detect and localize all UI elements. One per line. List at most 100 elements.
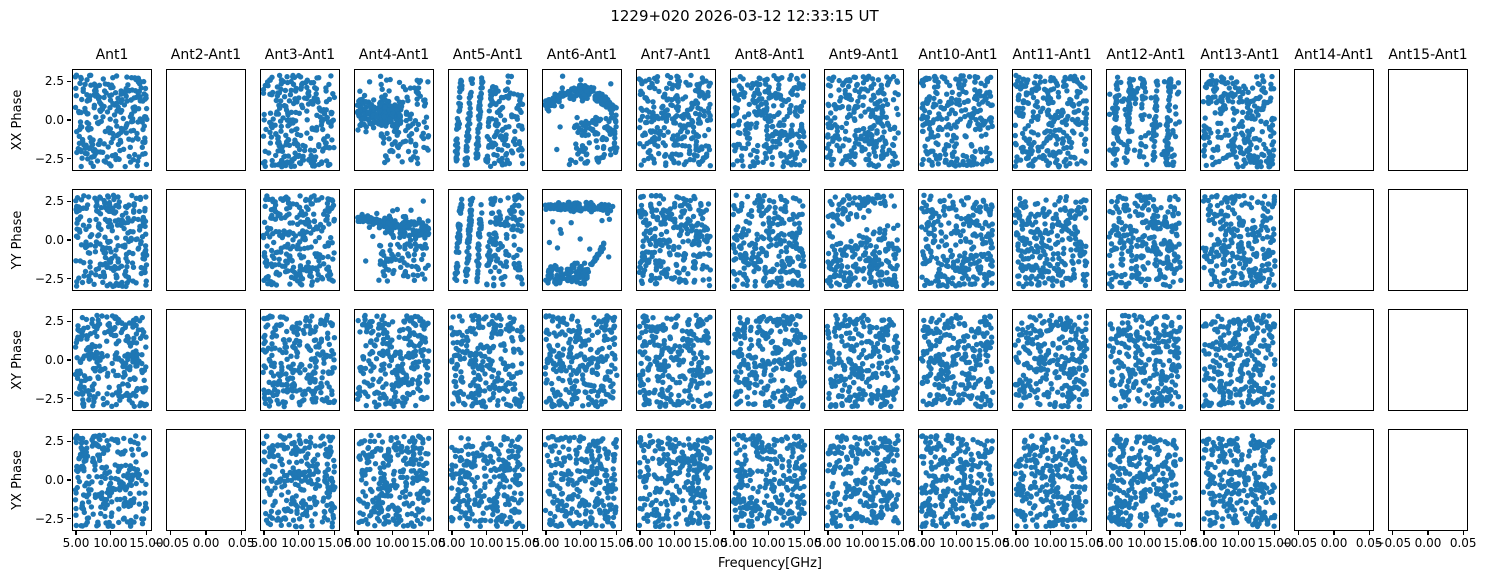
x-tick-mark [109, 531, 111, 535]
y-tick-mark [67, 359, 71, 361]
x-axis-label: Frequency[GHz] [718, 556, 822, 571]
panel-xx-phase-ant9-ant1 [824, 69, 904, 171]
x-tick-mark [861, 531, 863, 535]
panel-xx-phase-ant13-ant1 [1200, 69, 1280, 171]
x-tick-label: 10.00 [657, 536, 692, 550]
x-tick-mark [709, 531, 711, 535]
panel-xx-phase-ant12-ant1 [1106, 69, 1186, 171]
y-tick-mark [67, 440, 71, 442]
x-tick-label: 10.00 [939, 536, 974, 550]
panel-yy-phase-ant5-ant1 [448, 189, 528, 291]
x-tick-label: 15.00 [599, 536, 634, 550]
panel-xx-phase-ant8-ant1 [730, 69, 810, 171]
x-tick-label: 5.00 [626, 536, 654, 550]
scatter-points [355, 73, 432, 167]
x-tick-mark [955, 531, 957, 535]
row-label-xx-phase: XX Phase [10, 89, 25, 151]
x-tick-label: 10.00 [845, 536, 880, 550]
x-tick-mark [521, 531, 523, 535]
scatter-points [261, 312, 338, 410]
scatter-points [637, 192, 713, 289]
column-header-ant1: Ant1 [95, 47, 129, 63]
x-tick-mark [263, 531, 265, 535]
x-tick-label: 10.00 [563, 536, 598, 550]
scatter-points [825, 192, 902, 290]
x-tick-label: 5.00 [908, 536, 936, 550]
x-tick-mark [1427, 531, 1429, 535]
x-tick-mark [485, 531, 487, 535]
y-tick-mark [67, 80, 71, 82]
panel-xy-phase-ant5-ant1 [448, 309, 528, 411]
panel-xx-phase-ant7-ant1 [636, 69, 716, 171]
scatter-points [1201, 433, 1278, 530]
x-tick-mark [733, 531, 735, 535]
panel-yx-phase-ant2-ant1 [166, 429, 246, 531]
panel-xy-phase-ant9-ant1 [824, 309, 904, 411]
x-tick-label: 5.00 [1002, 536, 1030, 550]
x-tick-label: 0.00 [1414, 536, 1442, 550]
y-tick-label: −2.5 [34, 511, 64, 526]
y-tick-mark [67, 119, 71, 121]
y-tick-mark [67, 518, 71, 520]
panel-yx-phase-ant6-ant1 [542, 429, 622, 531]
panel-yy-phase-ant3-ant1 [260, 189, 340, 291]
row-label-xy-phase: XY Phase [10, 330, 25, 390]
scatter-points [919, 312, 996, 410]
column-header-ant15-ant1: Ant15-Ant1 [1388, 47, 1468, 63]
panel-yx-phase-ant11-ant1 [1012, 429, 1092, 531]
panel-xx-phase-ant5-ant1 [448, 69, 528, 171]
x-tick-label: 0.00 [1320, 536, 1348, 550]
y-tick-label: −2.5 [34, 391, 64, 406]
panel-yx-phase-ant10-ant1 [918, 429, 998, 531]
x-tick-label: 15.00 [975, 536, 1010, 550]
scatter-points [919, 73, 995, 169]
y-tick-label: 2.5 [44, 194, 64, 209]
column-header-ant5-ant1: Ant5-Ant1 [452, 47, 524, 63]
x-tick-mark [170, 531, 172, 535]
panel-yx-phase-ant1 [72, 429, 152, 531]
x-tick-mark [1392, 531, 1394, 535]
row-label-yy-phase: YY Phase [10, 210, 25, 270]
x-tick-label: 15.00 [693, 536, 728, 550]
panel-xx-phase-ant1 [72, 69, 152, 171]
x-tick-mark [205, 531, 207, 535]
scatter-points [1013, 432, 1089, 530]
panel-xy-phase-ant7-ant1 [636, 309, 716, 411]
column-header-ant12-ant1: Ant12-Ant1 [1106, 47, 1186, 63]
column-header-ant3-ant1: Ant3-Ant1 [264, 47, 336, 63]
scatter-points [825, 73, 901, 170]
x-tick-mark [145, 531, 147, 535]
panel-xx-phase-ant11-ant1 [1012, 69, 1092, 171]
scatter-points [731, 313, 808, 410]
scatter-points [452, 192, 525, 289]
x-tick-mark [1273, 531, 1275, 535]
x-tick-label: −0.05 [1280, 536, 1318, 550]
scatter-points [637, 312, 713, 410]
panel-yx-phase-ant5-ant1 [448, 429, 528, 531]
panel-xy-phase-ant14-ant1 [1294, 309, 1374, 411]
y-tick-mark [67, 200, 71, 202]
y-tick-label: −2.5 [34, 151, 64, 166]
panel-yx-phase-ant15-ant1 [1388, 429, 1468, 531]
x-tick-label: 15.00 [1163, 536, 1198, 550]
x-tick-mark [921, 531, 923, 535]
x-tick-mark [1015, 531, 1017, 535]
panel-yy-phase-ant9-ant1 [824, 189, 904, 291]
x-tick-mark [545, 531, 547, 535]
column-header-ant14-ant1: Ant14-Ant1 [1294, 47, 1374, 63]
x-tick-label: 0.00 [192, 536, 220, 550]
x-tick-mark [1298, 531, 1300, 535]
x-tick-label: 10.00 [281, 536, 316, 550]
scatter-points [825, 312, 901, 410]
x-tick-mark [391, 531, 393, 535]
scatter-points [731, 72, 808, 170]
panel-xx-phase-ant6-ant1 [542, 69, 622, 171]
column-header-ant4-ant1: Ant4-Ant1 [358, 47, 430, 63]
scatter-points [1107, 192, 1184, 290]
x-tick-mark [639, 531, 641, 535]
panel-xy-phase-ant13-ant1 [1200, 309, 1280, 411]
x-tick-mark [297, 531, 299, 535]
scatter-points [1107, 74, 1182, 168]
